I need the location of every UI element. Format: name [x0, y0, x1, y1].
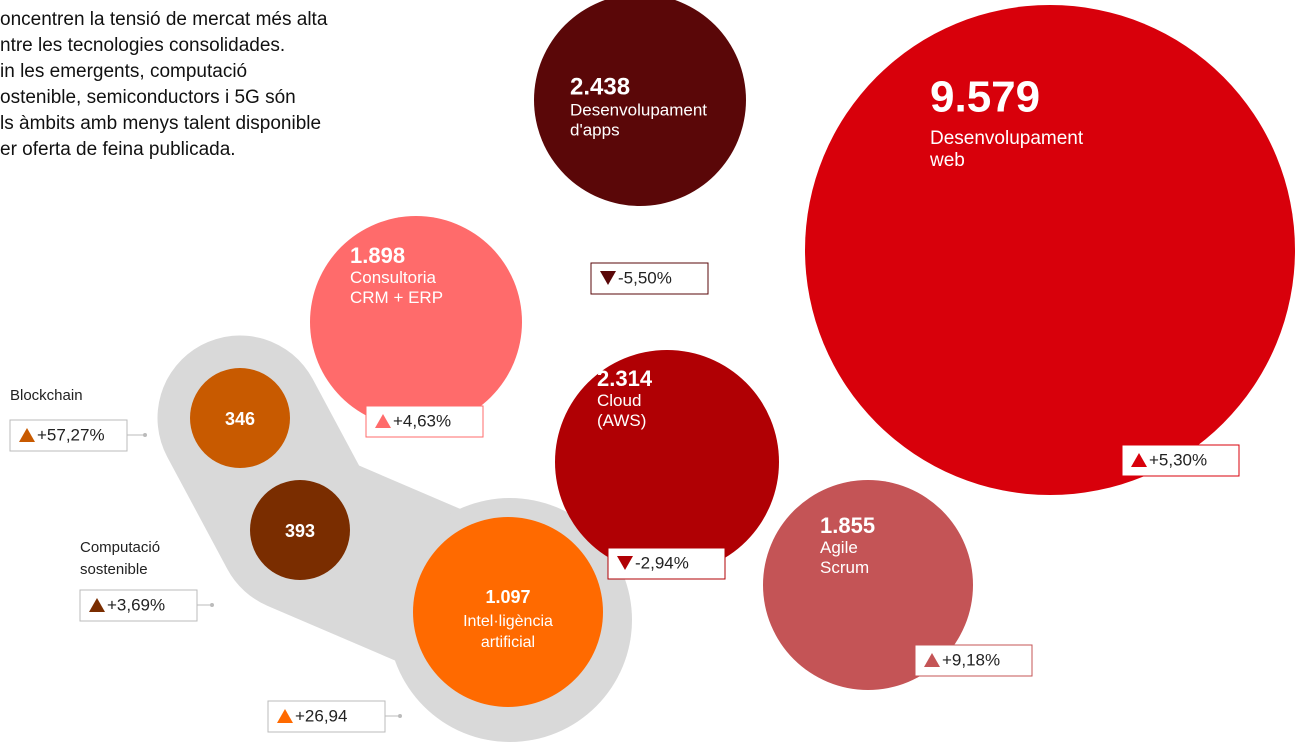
- bubble-label: Cloud: [597, 391, 641, 410]
- up-arrow: [924, 653, 940, 667]
- bubble-label: CRM + ERP: [350, 288, 443, 307]
- item-label: Blockchain: [10, 387, 83, 404]
- up-arrow: [1131, 453, 1147, 467]
- bubble-label: Desenvolupament: [930, 128, 1084, 149]
- change-value: -5,50%: [618, 268, 672, 287]
- intro-line: oncentren la tensió de mercat més alta: [0, 9, 328, 30]
- bubble: [310, 216, 522, 428]
- change-value: +26,94: [295, 706, 347, 725]
- intro-text: oncentren la tensió de mercat més alta nt…: [0, 9, 328, 160]
- up-arrow: [375, 414, 391, 428]
- connector-dot: [210, 603, 214, 607]
- connector-dot: [143, 433, 147, 437]
- bubble-label: Intel·ligència: [463, 613, 553, 630]
- bubble-label: web: [929, 150, 965, 171]
- bubble-value: 1.898: [350, 243, 405, 268]
- up-arrow: [19, 428, 35, 442]
- bubble-label: d'apps: [570, 121, 620, 140]
- bubble-label: artificial: [481, 634, 535, 651]
- bubble-value: 2.438: [570, 73, 630, 100]
- bubble: [763, 480, 973, 690]
- bubble-value: 1.097: [485, 587, 530, 607]
- change-value: +5,30%: [1149, 450, 1207, 469]
- bubble: [413, 517, 603, 707]
- change-value: -2,94%: [635, 553, 689, 572]
- intro-line: ls àmbits amb menys talent disponible: [0, 113, 321, 134]
- bubble-label: Consultoria: [350, 268, 437, 287]
- bubble-label: (AWS): [597, 411, 646, 430]
- bubble: [555, 350, 779, 574]
- change-value: +57,27%: [37, 425, 105, 444]
- bubble-value: 2.314: [597, 366, 653, 391]
- bubble: [250, 480, 350, 580]
- bubble-value: 393: [285, 521, 315, 541]
- connector-dot: [398, 714, 402, 718]
- intro-line: ostenible, semiconductors i 5G són: [0, 87, 296, 108]
- bubble-label: Scrum: [820, 558, 869, 577]
- change-value: +4,63%: [393, 411, 451, 430]
- change-value: +3,69%: [107, 595, 165, 614]
- bubble: [190, 368, 290, 468]
- intro-line: in les emergents, computació: [0, 61, 247, 82]
- bubble: [805, 5, 1295, 495]
- up-arrow: [89, 598, 105, 612]
- bubble-value: 346: [225, 409, 255, 429]
- bubble-label: Agile: [820, 538, 858, 557]
- bubbles: 9.579Desenvolupamentweb+5,30%2.438Desenv…: [9, 0, 1295, 733]
- bubble: [534, 0, 746, 206]
- bubble-label: Desenvolupament: [570, 101, 707, 120]
- item-label: sostenible: [80, 561, 148, 578]
- up-arrow: [277, 709, 293, 723]
- change-value: +9,18%: [942, 650, 1000, 669]
- intro-line: er oferta de feina publicada.: [0, 139, 236, 160]
- down-arrow: [600, 271, 616, 285]
- intro-line: ntre les tecnologies consolidades.: [0, 35, 285, 56]
- down-arrow: [617, 556, 633, 570]
- item-label: Computació: [80, 539, 160, 556]
- bubble-value: 9.579: [930, 73, 1040, 122]
- bubble-value: 1.855: [820, 513, 875, 538]
